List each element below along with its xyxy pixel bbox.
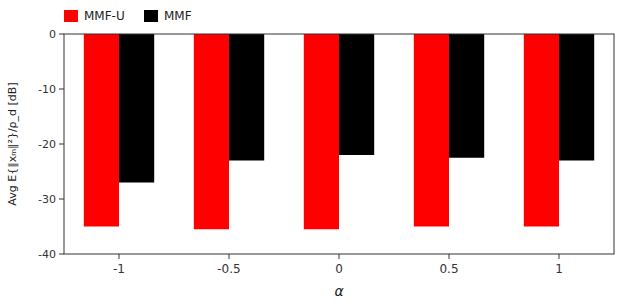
bar (339, 34, 374, 155)
y-tick (59, 199, 64, 200)
y-tick (59, 89, 64, 90)
bar (414, 34, 449, 227)
legend: MMF-U MMF (64, 9, 192, 23)
plot-frame (64, 34, 614, 254)
chart-container: 0 -10 -20 -30 -40 -1 -0.5 0 0.5 1 α Avg E{‖xₘ‖²}/ρ_… (0, 0, 630, 304)
bar (304, 34, 339, 229)
bar (559, 34, 594, 161)
legend-label: MMF-U (84, 9, 125, 23)
bars (84, 34, 594, 229)
x-tick (559, 254, 560, 259)
x-tick-label: 0 (335, 262, 343, 276)
y-axis-label: Avg E{‖xₘ‖²}/ρ_d [dB] (6, 82, 19, 205)
y-axis: 0 -10 -20 -30 -40 (38, 28, 64, 261)
bar (449, 34, 484, 158)
x-tick-label: -1 (113, 262, 125, 276)
chart-svg: 0 -10 -20 -30 -40 -1 -0.5 0 0.5 1 α Avg E{‖xₘ‖²}/ρ_… (0, 0, 630, 304)
legend-swatch (64, 10, 78, 22)
bar (194, 34, 229, 229)
x-tick-label: -0.5 (217, 262, 240, 276)
y-tick-label: -30 (38, 193, 56, 206)
legend-label: MMF (164, 9, 192, 23)
bar (84, 34, 119, 227)
x-axis-label: α (334, 283, 344, 299)
x-axis: -1 -0.5 0 0.5 1 (113, 254, 563, 276)
bar (524, 34, 559, 227)
y-tick (59, 144, 64, 145)
bar (229, 34, 264, 161)
y-tick-label: -40 (38, 248, 56, 261)
y-tick-label: -10 (38, 83, 56, 96)
x-tick (339, 254, 340, 259)
x-tick (229, 254, 230, 259)
x-tick-label: 0.5 (439, 262, 458, 276)
y-tick-label: 0 (49, 28, 56, 41)
bar (119, 34, 154, 183)
y-tick-label: -20 (38, 138, 56, 151)
x-tick (119, 254, 120, 259)
y-tick (59, 34, 64, 35)
x-tick (449, 254, 450, 259)
x-tick-label: 1 (555, 262, 563, 276)
y-tick (59, 254, 64, 255)
legend-swatch (144, 10, 158, 22)
